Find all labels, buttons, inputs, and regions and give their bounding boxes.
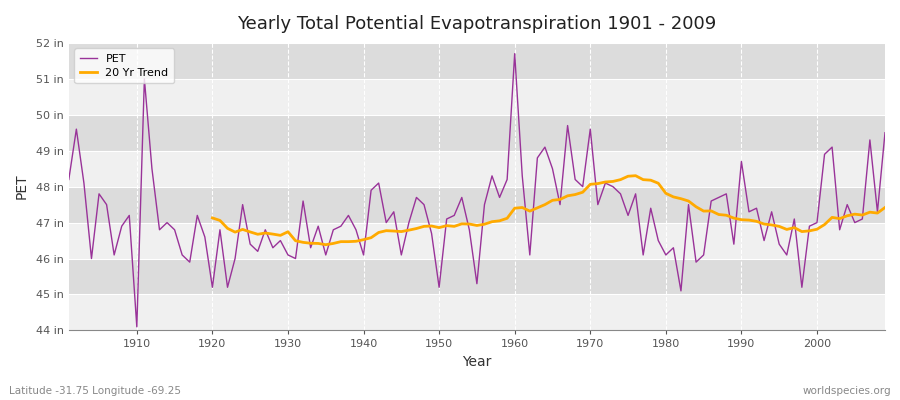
Bar (68, 79, 885, 115)
Legend: PET, 20 Yr Trend: PET, 20 Yr Trend (75, 48, 175, 83)
20 Yr Trend (781, 227, 792, 232)
20 Yr Trend (796, 229, 807, 234)
Line: 20 Yr Trend: 20 Yr Trend (212, 176, 885, 245)
Title: Yearly Total Potential Evapotranspiration 1901 - 2009: Yearly Total Potential Evapotranspiratio… (238, 15, 716, 33)
Text: Latitude -31.75 Longitude -69.25: Latitude -31.75 Longitude -69.25 (9, 386, 181, 396)
Y-axis label: PET: PET (15, 174, 29, 200)
Bar (68, 222, 885, 258)
Bar (68, 151, 885, 187)
20 Yr Trend (207, 216, 218, 220)
PET (525, 252, 535, 257)
PET (615, 192, 626, 196)
PET (124, 213, 135, 218)
20 Yr Trend (879, 205, 890, 210)
Text: worldspecies.org: worldspecies.org (803, 386, 891, 396)
PET (509, 51, 520, 56)
Bar (68, 43, 885, 79)
X-axis label: Year: Year (463, 355, 491, 369)
PET (63, 177, 74, 182)
20 Yr Trend (298, 240, 309, 245)
20 Yr Trend (865, 210, 876, 214)
20 Yr Trend (630, 173, 641, 178)
PET (517, 174, 527, 178)
Bar (68, 115, 885, 151)
PET (879, 130, 890, 135)
20 Yr Trend (690, 204, 701, 209)
Bar (68, 187, 885, 222)
Bar (68, 258, 885, 294)
PET (131, 324, 142, 329)
PET (343, 213, 354, 218)
20 Yr Trend (320, 242, 331, 247)
20 Yr Trend (418, 224, 429, 229)
Line: PET: PET (68, 54, 885, 327)
PET (298, 199, 309, 204)
Bar (68, 294, 885, 330)
